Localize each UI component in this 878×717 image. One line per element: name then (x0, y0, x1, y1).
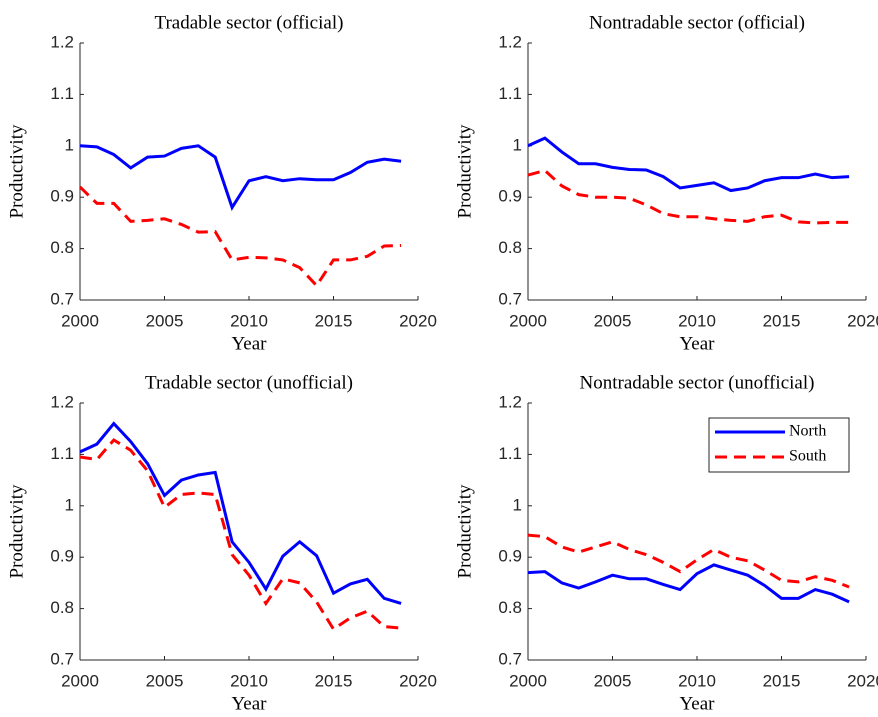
y-tick-label: 0.8 (50, 238, 74, 257)
series-line (79, 438, 402, 632)
series-line (527, 168, 850, 225)
y-tick-label: 1.2 (498, 32, 522, 51)
y-tick-label: 0.9 (50, 547, 74, 566)
x-tick-label: 2020 (399, 671, 437, 690)
y-tick-label: 0.7 (498, 649, 522, 668)
y-tick-label: 1.2 (50, 32, 74, 51)
y-tick-label: 0.8 (50, 598, 74, 617)
y-tick-label: 1.2 (498, 392, 522, 411)
series-line (527, 136, 850, 193)
x-tick-label: 2020 (847, 671, 878, 690)
series-line (79, 421, 402, 605)
y-tick-label: 1.1 (50, 84, 74, 103)
y-tick-label: 1.1 (498, 444, 522, 463)
y-tick-label: 1 (65, 135, 74, 154)
y-tick-label: 0.9 (498, 187, 522, 206)
y-tick-label: 0.7 (498, 289, 522, 308)
legend-box (708, 417, 850, 473)
x-tick-label: 2005 (594, 311, 632, 330)
y-tick-label: 0.8 (498, 598, 522, 617)
chart-title: Tradable sector (unofficial) (145, 372, 353, 393)
x-tick-label: 2010 (230, 311, 268, 330)
y-tick-label: 0.7 (50, 289, 74, 308)
y-tick-label: 0.9 (498, 547, 522, 566)
y-axis-label: Productivity (6, 124, 27, 218)
y-tick-label: 0.9 (50, 187, 74, 206)
y-tick-label: 1 (65, 495, 74, 514)
y-axis-label: Productivity (6, 484, 27, 578)
x-tick-label: 2015 (763, 671, 801, 690)
y-tick-label: 1.1 (50, 444, 74, 463)
series-line (527, 563, 850, 604)
x-axis-label: Year (679, 693, 715, 714)
x-tick-label: 2005 (146, 671, 184, 690)
y-tick-label: 1.1 (498, 84, 522, 103)
x-tick-label: 2010 (230, 671, 268, 690)
legend-label: North (789, 423, 826, 440)
x-tick-label: 2000 (61, 311, 99, 330)
y-tick-label: 0.7 (50, 649, 74, 668)
x-tick-label: 2010 (678, 311, 716, 330)
chart-title: Nontradable sector (official) (589, 12, 805, 33)
x-axis-label: Year (231, 693, 267, 714)
series-line (78, 185, 402, 289)
x-tick-label: 2000 (509, 671, 547, 690)
x-tick-label: 2010 (678, 671, 716, 690)
y-tick-label: 1 (513, 135, 522, 154)
x-tick-label: 2000 (61, 671, 99, 690)
chart-title: Nontradable sector (unofficial) (580, 372, 815, 393)
x-axis-label: Year (231, 333, 267, 354)
series-line (79, 144, 402, 211)
x-tick-label: 2020 (399, 311, 437, 330)
y-axis-label: Productivity (454, 124, 475, 218)
x-tick-label: 2015 (763, 311, 801, 330)
x-tick-label: 2015 (315, 671, 353, 690)
x-tick-label: 2005 (146, 311, 184, 330)
x-axis-label: Year (679, 333, 715, 354)
x-tick-label: 2000 (509, 311, 547, 330)
x-tick-label: 2005 (594, 671, 632, 690)
y-tick-label: 0.8 (498, 238, 522, 257)
x-tick-label: 2015 (315, 311, 353, 330)
legend-label: South (789, 448, 826, 465)
y-tick-label: 1.2 (50, 392, 74, 411)
y-tick-label: 1 (513, 495, 522, 514)
y-axis-label: Productivity (454, 484, 475, 578)
series-line (527, 533, 850, 589)
chart-title: Tradable sector (official) (155, 12, 344, 33)
x-tick-label: 2020 (847, 311, 878, 330)
